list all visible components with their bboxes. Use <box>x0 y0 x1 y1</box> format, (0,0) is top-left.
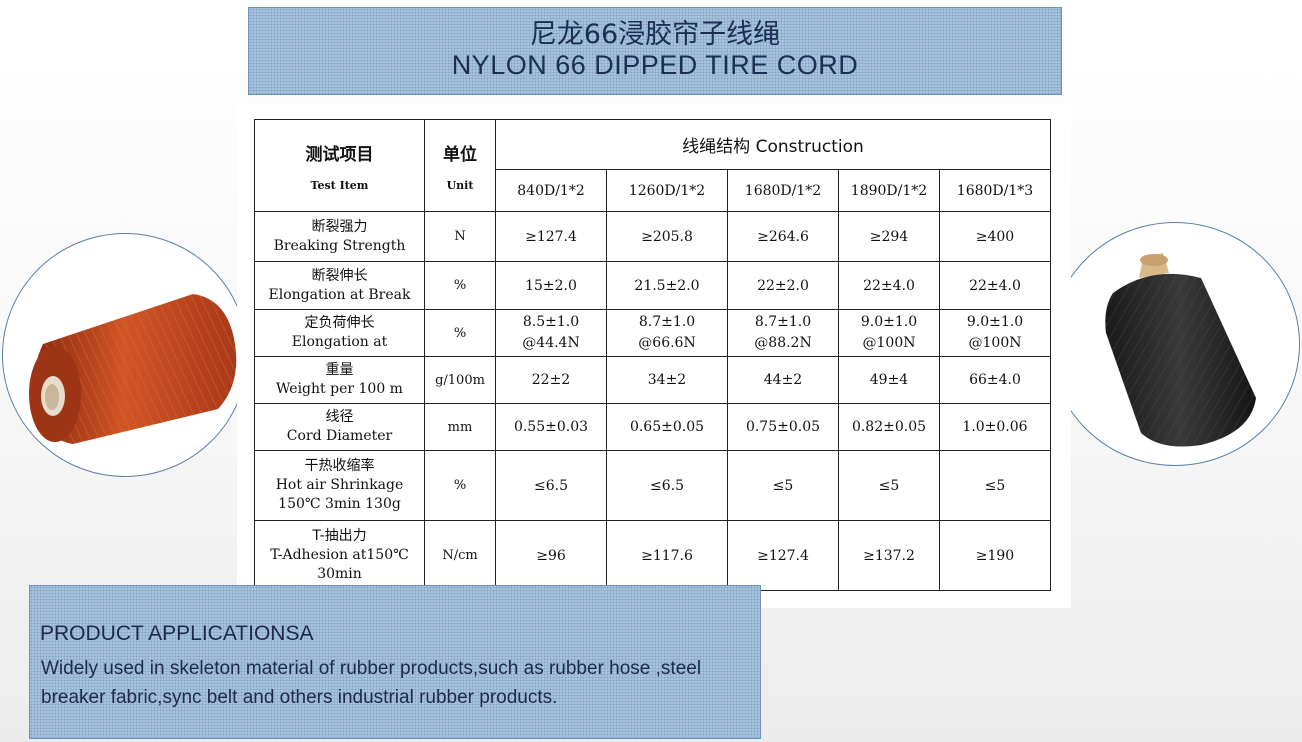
applications-title: PRODUCT APPLICATIONSA <box>40 622 314 645</box>
table-row: 断裂伸长 Elongation at Break % 15±2.0 21.5±2.… <box>254 261 1051 310</box>
cell-value: ≤5 <box>939 450 1051 521</box>
header-unit: 单位 Unit <box>424 119 496 212</box>
applications-text: Widely used in skeleton material of rubb… <box>41 658 702 708</box>
cell-value: 9.0±1.0 <box>966 314 1024 330</box>
cell-value: ≥294 <box>838 211 940 262</box>
cell-value-load: @100N <box>968 335 1022 351</box>
row-name-en: Weight per 100 m <box>276 381 403 397</box>
table-row: 干热收缩率 Hot air Shrinkage 150℃ 3min 130g % ≤… <box>254 450 1051 521</box>
row-unit: g/100m <box>424 356 496 404</box>
cell-value: 8.5±1.0 <box>522 314 580 330</box>
row-unit: N/cm <box>424 520 496 591</box>
cell-value: ≥117.6 <box>606 520 728 591</box>
cell-value: 9.0±1.0 <box>860 314 918 330</box>
row-name-cn: 干热收缩率 <box>304 458 375 474</box>
cell-value-load: @66.6N <box>638 335 696 351</box>
applications-box: PRODUCT APPLICATIONSA Widely used in ske… <box>29 585 761 739</box>
row-unit: mm <box>424 403 496 451</box>
black-cord-spool-icon <box>1105 253 1256 447</box>
row-name-en: Breaking Strength <box>273 237 406 254</box>
header-test-item-cn: 测试项目 <box>305 144 374 165</box>
header-test-item: 测试项目 Test Item <box>254 119 425 212</box>
col-header: 1680D/1*3 <box>939 169 1051 212</box>
header-unit-en: Unit <box>446 178 474 192</box>
orange-cord-spool-image <box>2 233 248 477</box>
row-name-en-2: 150℃ 3min 130g <box>278 496 401 512</box>
cell-value-load: @44.4N <box>522 335 580 351</box>
cell-value: 8.7±1.0 <box>754 314 812 330</box>
cell-value: ≥205.8 <box>606 211 728 262</box>
row-name-cn: 重量 <box>325 362 354 378</box>
cell-value: 22±4.0 <box>838 261 940 310</box>
col-header: 1680D/1*2 <box>727 169 839 212</box>
col-header: 1260D/1*2 <box>606 169 728 212</box>
title-english: NYLON 66 DIPPED TIRE CORD <box>451 50 859 80</box>
cell-value: ≤6.5 <box>606 450 728 521</box>
table-row: 线径 Cord Diameter mm 0.55±0.03 0.65±0.05 0… <box>254 403 1051 451</box>
spec-table-panel: 测试项目 Test Item 单位 Unit 线绳结构 Construction… <box>237 103 1071 608</box>
cell-value: 49±4 <box>838 356 940 404</box>
row-name-en: T-Adhesion at150℃ <box>270 547 409 563</box>
cell-value: 8.7±1.0 <box>638 314 696 330</box>
spec-table: 测试项目 Test Item 单位 Unit 线绳结构 Construction… <box>254 119 1051 591</box>
cell-value: 15±2.0 <box>495 261 607 310</box>
title-chinese: 尼龙66浸胶帘子线绳 <box>529 19 781 50</box>
cell-value: ≥127.4 <box>727 520 839 591</box>
table-row: T-抽出力 T-Adhesion at150℃ 30min N/cm ≥96 ≥11… <box>254 520 1051 591</box>
cell-value: 44±2 <box>727 356 839 404</box>
row-name-cn: 线径 <box>325 409 354 425</box>
cell-value-load: @100N <box>862 335 916 351</box>
cell-value: 0.65±0.05 <box>606 403 728 451</box>
black-cord-spool-image <box>1050 222 1300 466</box>
header-unit-cn: 单位 <box>443 144 477 165</box>
col-header: 1890D/1*2 <box>838 169 940 212</box>
cell-value: 22±4.0 <box>939 261 1051 310</box>
cell-value: ≤6.5 <box>495 450 607 521</box>
header-construction: 线绳结构 Construction <box>495 119 1051 170</box>
cell-value: 1.0±0.06 <box>939 403 1051 451</box>
table-row: 重量 Weight per 100 m g/100m 22±2 34±2 44±2… <box>254 356 1051 404</box>
table-row: 定负荷伸长 Elongation at % 8.5±1.0 @44.4N 8.7±1… <box>254 309 1051 357</box>
row-unit: % <box>424 309 496 357</box>
row-unit: % <box>424 261 496 310</box>
cell-value: 34±2 <box>606 356 728 404</box>
row-name-cn: 断裂伸长 <box>311 267 368 284</box>
cell-value: 21.5±2.0 <box>606 261 728 310</box>
row-name-en: Elongation at <box>291 334 388 350</box>
cell-value: ≥137.2 <box>838 520 940 591</box>
row-name-en: Cord Diameter <box>286 428 393 444</box>
cell-value: ≥190 <box>939 520 1051 591</box>
cell-value: ≤5 <box>838 450 940 521</box>
row-name-cn: T-抽出力 <box>312 528 367 544</box>
cell-value: 0.75±0.05 <box>727 403 839 451</box>
cell-value: ≥127.4 <box>495 211 607 262</box>
cell-value: 0.55±0.03 <box>495 403 607 451</box>
cell-value: ≤5 <box>727 450 839 521</box>
cell-value: 22±2.0 <box>727 261 839 310</box>
row-unit: % <box>424 450 496 521</box>
row-name-en: Hot air Shrinkage <box>275 477 404 493</box>
cell-value: ≥264.6 <box>727 211 839 262</box>
orange-cord-spool-icon <box>29 294 237 444</box>
cell-value: 0.82±0.05 <box>838 403 940 451</box>
row-name-cn: 定负荷伸长 <box>304 315 375 331</box>
cell-value: 66±4.0 <box>939 356 1051 404</box>
table-row: 断裂强力 Breaking Strength N ≥127.4 ≥205.8 ≥2… <box>254 211 1051 262</box>
row-name-cn: 断裂强力 <box>311 218 368 235</box>
col-header: 840D/1*2 <box>495 169 607 212</box>
row-name-en: Elongation at Break <box>268 286 411 303</box>
title-banner: 尼龙66浸胶帘子线绳 NYLON 66 DIPPED TIRE CORD <box>248 7 1062 95</box>
row-unit: N <box>424 211 496 262</box>
cell-value: ≥96 <box>495 520 607 591</box>
header-test-item-en: Test Item <box>310 178 369 192</box>
cell-value: ≥400 <box>939 211 1051 262</box>
row-name-en-2: 30min <box>317 566 362 582</box>
cell-value-load: @88.2N <box>754 335 812 351</box>
cell-value: 22±2 <box>495 356 607 404</box>
